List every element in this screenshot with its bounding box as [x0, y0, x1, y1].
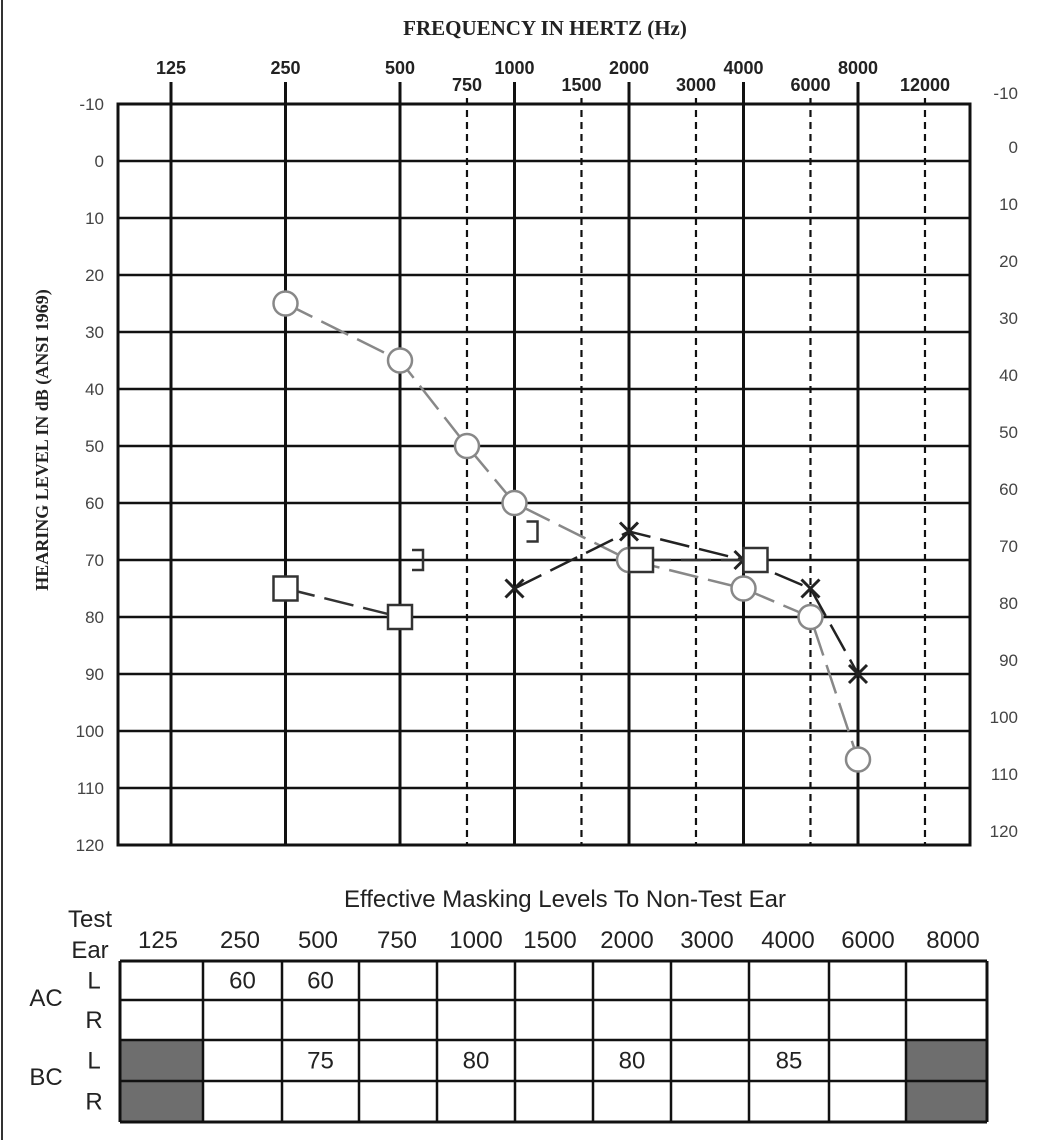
- circle-marker: [501, 489, 528, 517]
- x-tick-label-interoctave: 750: [452, 75, 482, 95]
- table-cell-value: 85: [776, 1048, 803, 1075]
- circle-marker: [386, 347, 414, 374]
- grid: [116, 82, 972, 847]
- table-cell-value: 60: [307, 968, 334, 995]
- circle-marker: [844, 746, 872, 773]
- y-tick-label-left: 50: [85, 437, 104, 456]
- x-tick-label-octave: 2000: [609, 58, 649, 78]
- square-marker: [272, 575, 299, 602]
- x-marker: [800, 578, 821, 599]
- y-tick-label-left: -10: [79, 95, 104, 114]
- plot-frame: [116, 102, 972, 847]
- table-header-frequency: 750: [377, 927, 417, 954]
- circle-marker: [272, 290, 299, 317]
- y-tick-label-right: 50: [999, 423, 1018, 442]
- y-tick-label-left: 40: [85, 380, 104, 399]
- square-marker: [386, 603, 414, 631]
- x-tick-label-interoctave: 6000: [790, 75, 830, 95]
- y-tick-label-left: 120: [76, 836, 104, 855]
- y-tick-label-right: 90: [999, 651, 1018, 670]
- y-tick-label-left: 70: [85, 551, 104, 570]
- table-cell-value: 80: [619, 1048, 646, 1075]
- x-tick-label-octave: 4000: [723, 58, 763, 78]
- x-tick-label-octave: 500: [385, 58, 415, 78]
- circle-marker: [453, 432, 481, 460]
- shaded-cell: [120, 1040, 203, 1081]
- table-ear-label: R: [85, 1089, 102, 1116]
- y-tick-label-right: -10: [993, 84, 1018, 103]
- y-tick-label-left: 110: [77, 779, 104, 798]
- x-tick-label-octave: 1000: [494, 58, 534, 78]
- y-tick-label-left: 90: [85, 665, 104, 684]
- circle-marker: [797, 603, 824, 631]
- x-tick-label-interoctave: 12000: [900, 75, 950, 95]
- x-tick-label-octave: 250: [270, 58, 300, 78]
- y-tick-label-left: 0: [95, 152, 104, 171]
- bracket-marker: [412, 548, 425, 572]
- shaded-cell: [906, 1081, 987, 1122]
- table-header-frequency: 3000: [680, 927, 733, 954]
- table-header-frequency: 500: [298, 927, 338, 954]
- bracket-marker: [526, 520, 539, 543]
- x-tick-label-interoctave: 1500: [561, 75, 601, 95]
- x-tick-label-octave: 125: [156, 58, 186, 78]
- y-tick-label-left: 30: [85, 323, 104, 342]
- masking-table: 125 250 500 750 1000 1500 2000 3000 4000 6000 8000…: [29, 927, 989, 1124]
- table-header-frequency: 8000: [926, 927, 979, 954]
- x-tick-label-octave: 8000: [838, 58, 878, 78]
- y-tick-labels: -10 -10 0 0 10 10 20 20 30 30 40 40 50 50 60 60 70 70 80 80…: [76, 84, 1018, 855]
- table-header-frequency: 6000: [841, 927, 894, 954]
- y-tick-label-left: 20: [85, 266, 104, 285]
- y-tick-label-left: 80: [85, 608, 104, 627]
- table-header-frequency: 4000: [761, 927, 814, 954]
- table-header-frequency: 2000: [600, 927, 653, 954]
- table-cell-value: 80: [463, 1048, 490, 1075]
- y-tick-label-right: 0: [1009, 138, 1018, 157]
- y-tick-label-right: 30: [999, 309, 1018, 328]
- circle-marker: [730, 575, 757, 602]
- x-marker: [847, 663, 869, 685]
- y-tick-label-left: 10: [85, 209, 104, 228]
- series-line: [285, 587, 401, 619]
- test-ear-label-line1: Test: [68, 906, 112, 933]
- x-tick-labels: 125 250 500 1000 2000 4000 8000 750 1500 3000 6000…: [156, 58, 950, 95]
- y-tick-label-right: 40: [999, 366, 1018, 385]
- table-group-label: BC: [29, 1064, 62, 1091]
- table-ear-label: R: [85, 1007, 102, 1034]
- masking-table-title: Effective Masking Levels To Non-Test Ear: [344, 886, 786, 913]
- table-header-frequency: 125: [138, 927, 178, 954]
- table-ear-label: L: [87, 1048, 100, 1075]
- y-tick-label-right: 80: [999, 594, 1018, 613]
- table-header-frequency: 1000: [449, 927, 502, 954]
- square-marker: [627, 546, 655, 574]
- shaded-cell: [120, 1081, 203, 1122]
- y-tick-label-right: 60: [999, 480, 1018, 499]
- table-header-frequency: 250: [220, 927, 260, 954]
- table-cell-value: 60: [229, 968, 256, 995]
- square-marker: [742, 546, 769, 574]
- y-tick-label-right: 10: [999, 195, 1018, 214]
- series-marks: [272, 290, 872, 773]
- x-marker: [618, 521, 640, 542]
- x-marker: [504, 578, 525, 599]
- y-tick-label-right: 110: [991, 765, 1018, 784]
- series-line: [284, 302, 860, 760]
- test-ear-label-line2: Ear: [71, 937, 108, 964]
- table-group-label: AC: [29, 985, 62, 1012]
- series-line: [513, 530, 860, 675]
- y-axis-label: HEARING LEVEL IN dB (ANSI 1969): [32, 289, 53, 591]
- y-tick-label-right: 20: [999, 252, 1018, 271]
- y-tick-label-right: 100: [990, 708, 1018, 727]
- y-tick-label-left: 60: [85, 494, 104, 513]
- chart-title: FREQUENCY IN HERTZ (Hz): [403, 16, 687, 40]
- shaded-cell: [906, 1040, 987, 1081]
- x-tick-label-interoctave: 3000: [676, 75, 716, 95]
- table-ear-label: L: [87, 968, 100, 995]
- y-tick-label-left: 100: [76, 722, 104, 741]
- table-header-frequency: 1500: [523, 927, 576, 954]
- y-tick-label-right: 120: [990, 822, 1018, 841]
- table-cell-value: 75: [307, 1048, 334, 1075]
- y-tick-label-right: 70: [999, 537, 1018, 556]
